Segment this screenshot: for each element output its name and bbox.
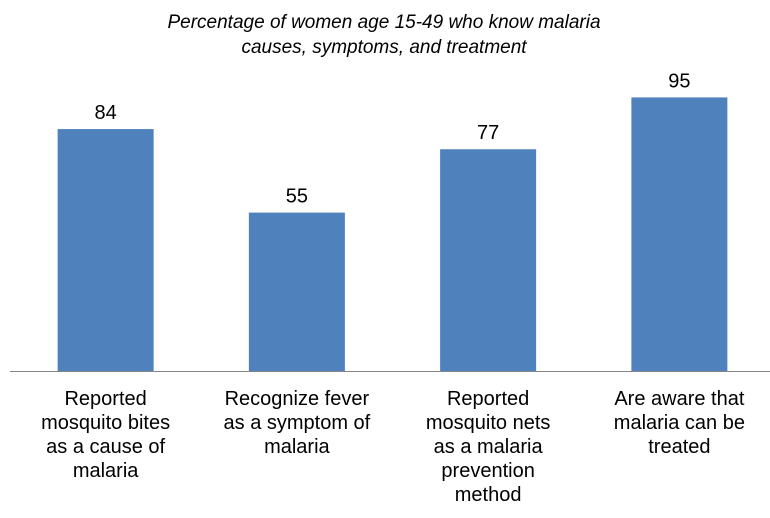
- bar-2: [248, 212, 345, 371]
- category-label-2-line-2: as a symptom of: [224, 412, 371, 434]
- bar-3: [440, 149, 537, 371]
- value-label-1: 84: [95, 102, 117, 124]
- category-label-2-line-3: malaria: [264, 436, 330, 458]
- value-label-4: 95: [668, 70, 690, 92]
- category-label-1-line-2: mosquito bites: [41, 412, 170, 434]
- bar-4: [631, 97, 728, 372]
- category-label-4-line-1: Are aware that: [614, 388, 745, 410]
- category-label-2-line-1: Recognize fever: [225, 388, 370, 410]
- category-label-4-line-2: malaria can be: [614, 412, 745, 434]
- category-label-1-line-3: as a cause of: [46, 436, 165, 458]
- category-label-1-line-1: Reported: [64, 388, 146, 410]
- bar-1: [57, 129, 154, 371]
- chart-title-line-2: causes, symptoms, and treatment: [241, 37, 527, 58]
- category-label-4-line-3: treated: [648, 436, 710, 458]
- category-label-3-line-4: prevention: [441, 460, 534, 482]
- value-labels-group: 84 55 77 95: [95, 70, 691, 207]
- value-label-2: 55: [286, 186, 308, 208]
- value-label-3: 77: [477, 122, 499, 144]
- category-label-1-line-4: malaria: [73, 460, 139, 482]
- category-label-3-line-3: as a malaria: [434, 436, 544, 458]
- category-label-3-line-1: Reported: [447, 388, 529, 410]
- chart-title-line-1: Percentage of women age 15-49 who know m…: [167, 12, 600, 33]
- bars-group: [57, 97, 728, 372]
- category-label-3-line-5: method: [455, 484, 522, 506]
- category-label-3-line-2: mosquito nets: [426, 412, 551, 434]
